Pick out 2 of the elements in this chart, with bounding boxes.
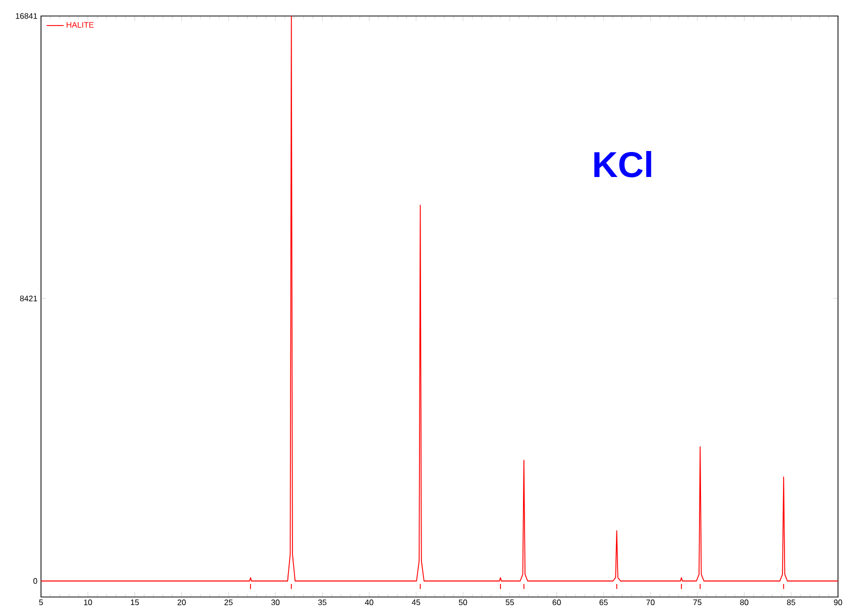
line-series <box>40 16 838 582</box>
annotation: KCl <box>594 150 652 178</box>
